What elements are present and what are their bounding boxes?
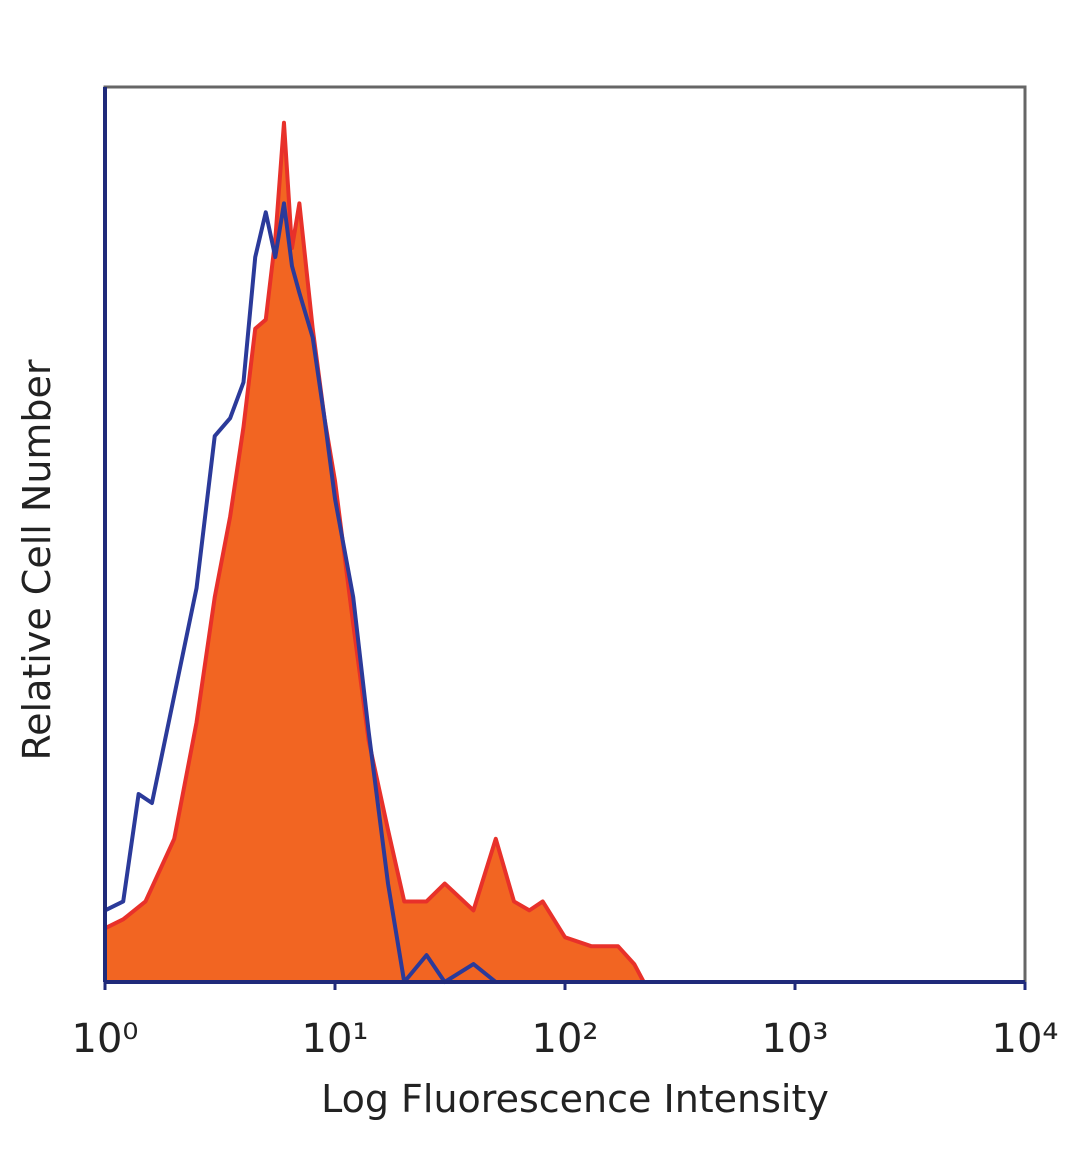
x-tick-label: 10¹ [302,1016,369,1062]
histogram-line [104,120,646,983]
x-axis-title: Log Fluorescence Intensity [321,1077,829,1121]
x-tick-label: 10⁰ [72,1016,139,1062]
x-tick-label: 10⁴ [992,1016,1059,1062]
y-axis-title: Relative Cell Number [15,359,59,760]
x-tick-label: 10³ [762,1016,829,1062]
histogram-line [104,201,514,984]
x-tick-label: 10² [532,1016,599,1062]
histogram-fill [105,122,644,983]
